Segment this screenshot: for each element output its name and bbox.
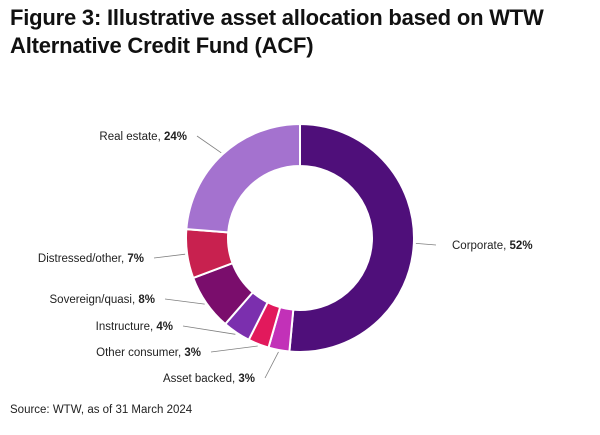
slice-label-distressed-other: Distressed/other, 7%: [38, 253, 144, 265]
leader-line-distressed-other: [153, 253, 186, 259]
slice-label-value: 7%: [127, 253, 144, 265]
slice-label-name: Corporate,: [452, 240, 510, 252]
source-note: Source: WTW, as of 31 March 2024: [10, 404, 193, 416]
leader-line-corporate: [415, 243, 437, 246]
slice-label-corporate: Corporate, 52%: [452, 240, 533, 252]
slice-label-name: Real estate,: [99, 131, 164, 143]
slice-label-value: 8%: [138, 294, 155, 306]
leader-line-other-consumer: [210, 345, 258, 353]
slice-label-instructure: Instructure, 4%: [96, 321, 173, 333]
slice-label-real-estate: Real estate, 24%: [99, 131, 187, 143]
slice-real-estate: [185, 122, 301, 234]
figure-title: Figure 3: Illustrative asset allocation …: [10, 4, 600, 60]
slice-label-name: Sovereign/quasi,: [50, 294, 139, 306]
leader-line-asset-backed: [264, 351, 279, 379]
slice-label-value: 3%: [238, 373, 255, 385]
slice-label-name: Other consumer,: [96, 347, 184, 359]
figure-title-line-1: Figure 3: Illustrative asset allocation …: [10, 5, 544, 30]
slice-label-value: 24%: [164, 131, 187, 143]
slice-label-value: 3%: [184, 347, 201, 359]
slice-label-name: Asset backed,: [163, 373, 238, 385]
slice-label-name: Instructure,: [96, 321, 157, 333]
slice-label-sovereign-quasi: Sovereign/quasi, 8%: [50, 294, 156, 306]
figure-title-line-2: Alternative Credit Fund (ACF): [10, 33, 314, 58]
leader-line-sovereign-quasi: [164, 298, 205, 305]
slice-label-asset-backed: Asset backed, 3%: [163, 373, 255, 385]
slice-label-value: 4%: [156, 321, 173, 333]
slice-label-value: 52%: [510, 240, 533, 252]
slice-label-other-consumer: Other consumer, 3%: [96, 347, 201, 359]
leader-line-real-estate: [196, 135, 222, 154]
leader-line-instructure: [182, 325, 236, 335]
slice-label-name: Distressed/other,: [38, 253, 127, 265]
slice-corporate: [288, 122, 415, 353]
